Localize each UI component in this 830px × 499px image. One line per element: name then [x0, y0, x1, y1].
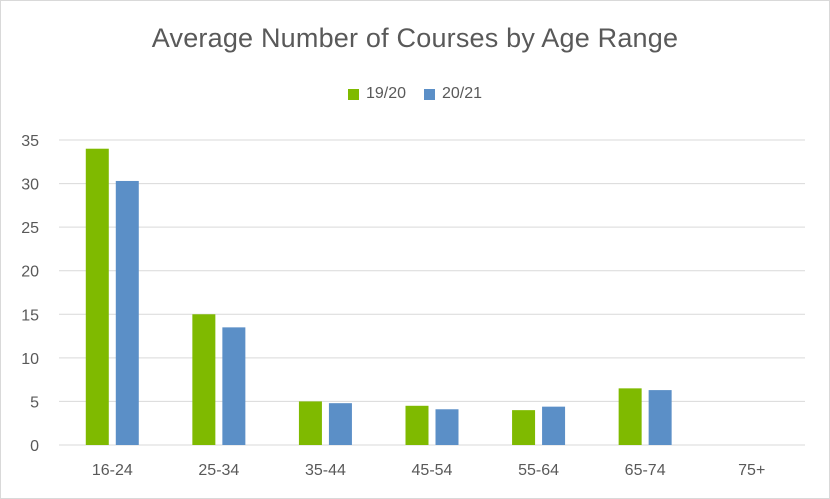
- legend-swatch-series-1: [347, 88, 359, 100]
- legend-label-series-1: 19/20: [365, 85, 406, 102]
- y-tick-label: 10: [21, 351, 39, 368]
- bar-19-20-25-34: [192, 314, 216, 445]
- y-tick-label: 15: [21, 307, 39, 324]
- bar-20-21-65-74: [648, 390, 672, 445]
- y-tick-label: 30: [21, 177, 39, 194]
- legend-item-series-1: 19/20: [347, 85, 406, 103]
- bar-20-21-55-64: [542, 406, 566, 445]
- legend-item-series-2: 20/21: [424, 85, 482, 103]
- y-tick-label: 25: [21, 220, 39, 237]
- y-tick-label: 35: [21, 133, 39, 150]
- chart-title: Average Number of Courses by Age Range: [151, 23, 679, 53]
- y-tick-label: 5: [30, 394, 39, 411]
- bar-20-21-25-34: [222, 327, 246, 445]
- bar-19-20-16-24: [85, 148, 109, 445]
- x-tick-label: 35-44: [305, 462, 346, 479]
- bar-19-20-55-64: [512, 410, 536, 445]
- legend-label-series-2: 20/21: [442, 85, 483, 102]
- bar-20-21-16-24: [115, 180, 139, 445]
- bar-19-20-45-54: [405, 405, 429, 445]
- x-tick-label: 75+: [738, 462, 765, 479]
- x-tick-label: 65-74: [625, 462, 666, 479]
- bar-20-21-45-54: [435, 409, 459, 445]
- bar-20-21-35-44: [328, 403, 352, 445]
- y-tick-label: 20: [21, 264, 39, 281]
- x-tick-label: 25-34: [198, 462, 239, 479]
- x-tick-label: 45-54: [412, 462, 453, 479]
- y-tick-label: 0: [30, 438, 39, 455]
- legend: 19/20 20/21: [1, 85, 829, 103]
- bar-19-20-35-44: [298, 401, 322, 445]
- x-tick-label: 16-24: [92, 462, 133, 479]
- bar-19-20-65-74: [618, 388, 642, 445]
- legend-swatch-series-2: [424, 88, 435, 100]
- x-tick-label: 55-64: [518, 462, 559, 479]
